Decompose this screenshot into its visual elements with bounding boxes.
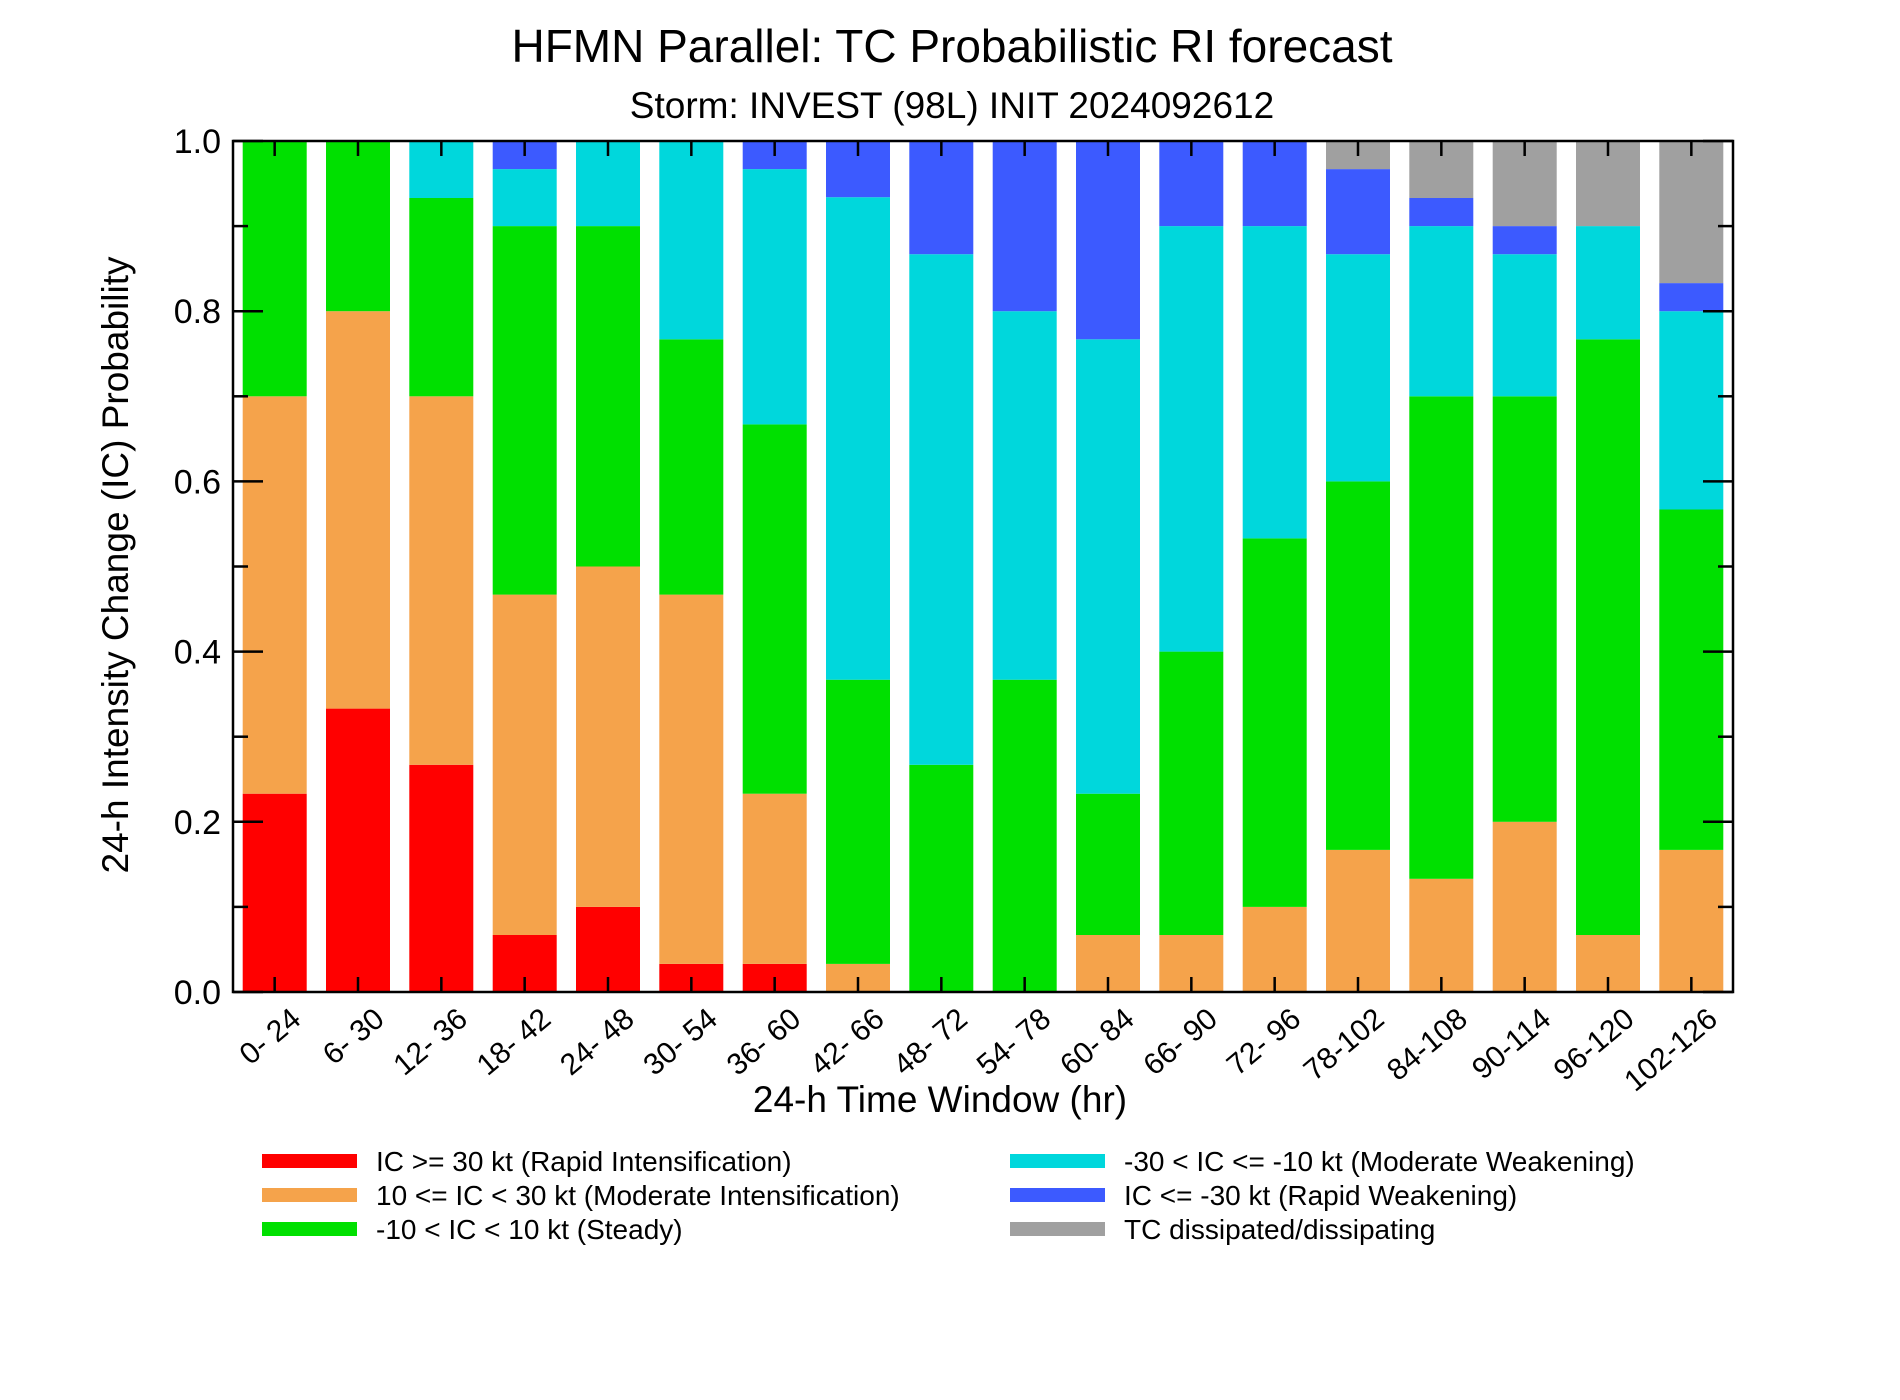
bar-segment	[1659, 311, 1724, 510]
bar-segment	[242, 141, 307, 397]
x-axis-label: 24-h Time Window (hr)	[753, 1079, 1127, 1120]
bar-segment	[1076, 141, 1140, 340]
bar-segment	[1326, 849, 1390, 992]
bar-segment	[1659, 141, 1724, 284]
bar-segment	[1326, 254, 1390, 482]
bar-segment	[409, 396, 474, 765]
y-tick-label: 0.2	[174, 804, 221, 842]
bar-segment	[1492, 821, 1557, 992]
x-tick-label: 48- 72	[887, 1002, 973, 1082]
chart-subtitle: Storm: INVEST (98L) INIT 2024092612	[630, 85, 1274, 126]
x-tick-label: 66- 90	[1137, 1002, 1223, 1082]
bar-segment	[826, 679, 890, 964]
bar-segment	[1409, 226, 1474, 397]
x-tick-label: 12- 36	[387, 1002, 473, 1082]
x-tick-label: 90-114	[1466, 1002, 1557, 1086]
bar-segment	[1659, 509, 1724, 850]
x-tick-label: 60- 84	[1054, 1002, 1140, 1082]
bar-segment	[1326, 481, 1390, 850]
x-tick-label: 6- 30	[317, 1002, 391, 1071]
x-tick-label: 30- 54	[637, 1002, 723, 1082]
legend-swatch	[262, 1222, 357, 1236]
bar-segment	[326, 708, 390, 992]
x-tick-label: 36- 60	[721, 1002, 807, 1082]
legend-label: IC <= -30 kt (Rapid Weakening)	[1124, 1180, 1517, 1211]
bar-segment	[492, 226, 557, 595]
bar-segment	[326, 311, 390, 709]
bar-segment	[1659, 849, 1724, 992]
bar-segment	[1576, 226, 1640, 340]
bar-segment	[1076, 339, 1140, 794]
legend-label: 10 <= IC < 30 kt (Moderate Intensificati…	[376, 1180, 900, 1211]
bar-segment	[409, 764, 474, 992]
bar-segment	[1492, 254, 1557, 397]
x-tick-label: 84-108	[1381, 1002, 1474, 1087]
bar-segment	[659, 339, 724, 595]
bar-segment	[1409, 878, 1474, 992]
bar-segment	[326, 141, 390, 312]
bar-segment	[242, 396, 307, 794]
bars-layer	[242, 141, 1724, 992]
y-tick-label: 1.0	[174, 123, 221, 161]
legend-label: IC >= 30 kt (Rapid Intensification)	[376, 1146, 792, 1177]
bar-segment	[1159, 651, 1224, 935]
x-tick-label: 0- 24	[234, 1002, 308, 1071]
legend-swatch	[1010, 1222, 1105, 1236]
x-tick-label: 102-126	[1618, 1002, 1724, 1098]
bar-segment	[1659, 283, 1724, 312]
bar-segment	[992, 311, 1057, 680]
bar-segment	[576, 566, 640, 907]
bar-segment	[1576, 339, 1640, 935]
bar-segment	[492, 169, 557, 227]
bar-segment	[492, 594, 557, 935]
bar-segment	[992, 679, 1057, 992]
bar-segment	[1326, 169, 1390, 255]
bar-segment	[909, 141, 974, 255]
legend-swatch	[262, 1154, 357, 1168]
bar-segment	[1492, 396, 1557, 822]
legend-swatch	[1010, 1188, 1105, 1202]
x-tick-label: 24- 48	[554, 1002, 640, 1082]
bar-segment	[409, 198, 474, 397]
bar-segment	[909, 764, 974, 992]
legend-label: -30 < IC <= -10 kt (Moderate Weakening)	[1124, 1146, 1635, 1177]
x-tick-label: 54- 78	[971, 1002, 1057, 1082]
bar-segment	[576, 226, 640, 567]
bar-segment	[1242, 538, 1307, 907]
legend-label: -10 < IC < 10 kt (Steady)	[376, 1214, 683, 1245]
chart-title: HFMN Parallel: TC Probabilistic RI forec…	[511, 20, 1392, 72]
legend-label: TC dissipated/dissipating	[1124, 1214, 1435, 1245]
x-tick-label: 42- 66	[804, 1002, 890, 1082]
bar-segment	[992, 141, 1057, 312]
y-axis-label: 24-h Intensity Change (IC) Probability	[95, 256, 136, 873]
bar-segment	[826, 197, 890, 680]
bar-segment	[909, 254, 974, 765]
bar-segment	[742, 793, 807, 964]
bar-segment	[1076, 793, 1140, 935]
bar-segment	[1409, 396, 1474, 879]
y-tick-label: 0.0	[174, 974, 221, 1012]
bar-segment	[742, 424, 807, 794]
legend: IC >= 30 kt (Rapid Intensification)10 <=…	[262, 1146, 1635, 1245]
y-tick-label: 0.8	[174, 293, 221, 331]
bar-segment	[659, 594, 724, 964]
bar-segment	[1159, 226, 1224, 652]
bar-segment	[1409, 198, 1474, 227]
bar-segment	[742, 169, 807, 425]
y-tick-label: 0.6	[174, 463, 221, 501]
bar-segment	[242, 793, 307, 992]
x-tick-label: 78-102	[1298, 1002, 1391, 1087]
x-tick-label: 18- 42	[471, 1002, 557, 1082]
bar-segment	[1492, 226, 1557, 255]
legend-swatch	[262, 1188, 357, 1202]
legend-swatch	[1010, 1154, 1105, 1168]
bar-segment	[1242, 226, 1307, 539]
y-tick-label: 0.4	[174, 634, 221, 672]
x-tick-label: 72- 96	[1221, 1002, 1307, 1082]
bar-segment	[659, 141, 724, 340]
